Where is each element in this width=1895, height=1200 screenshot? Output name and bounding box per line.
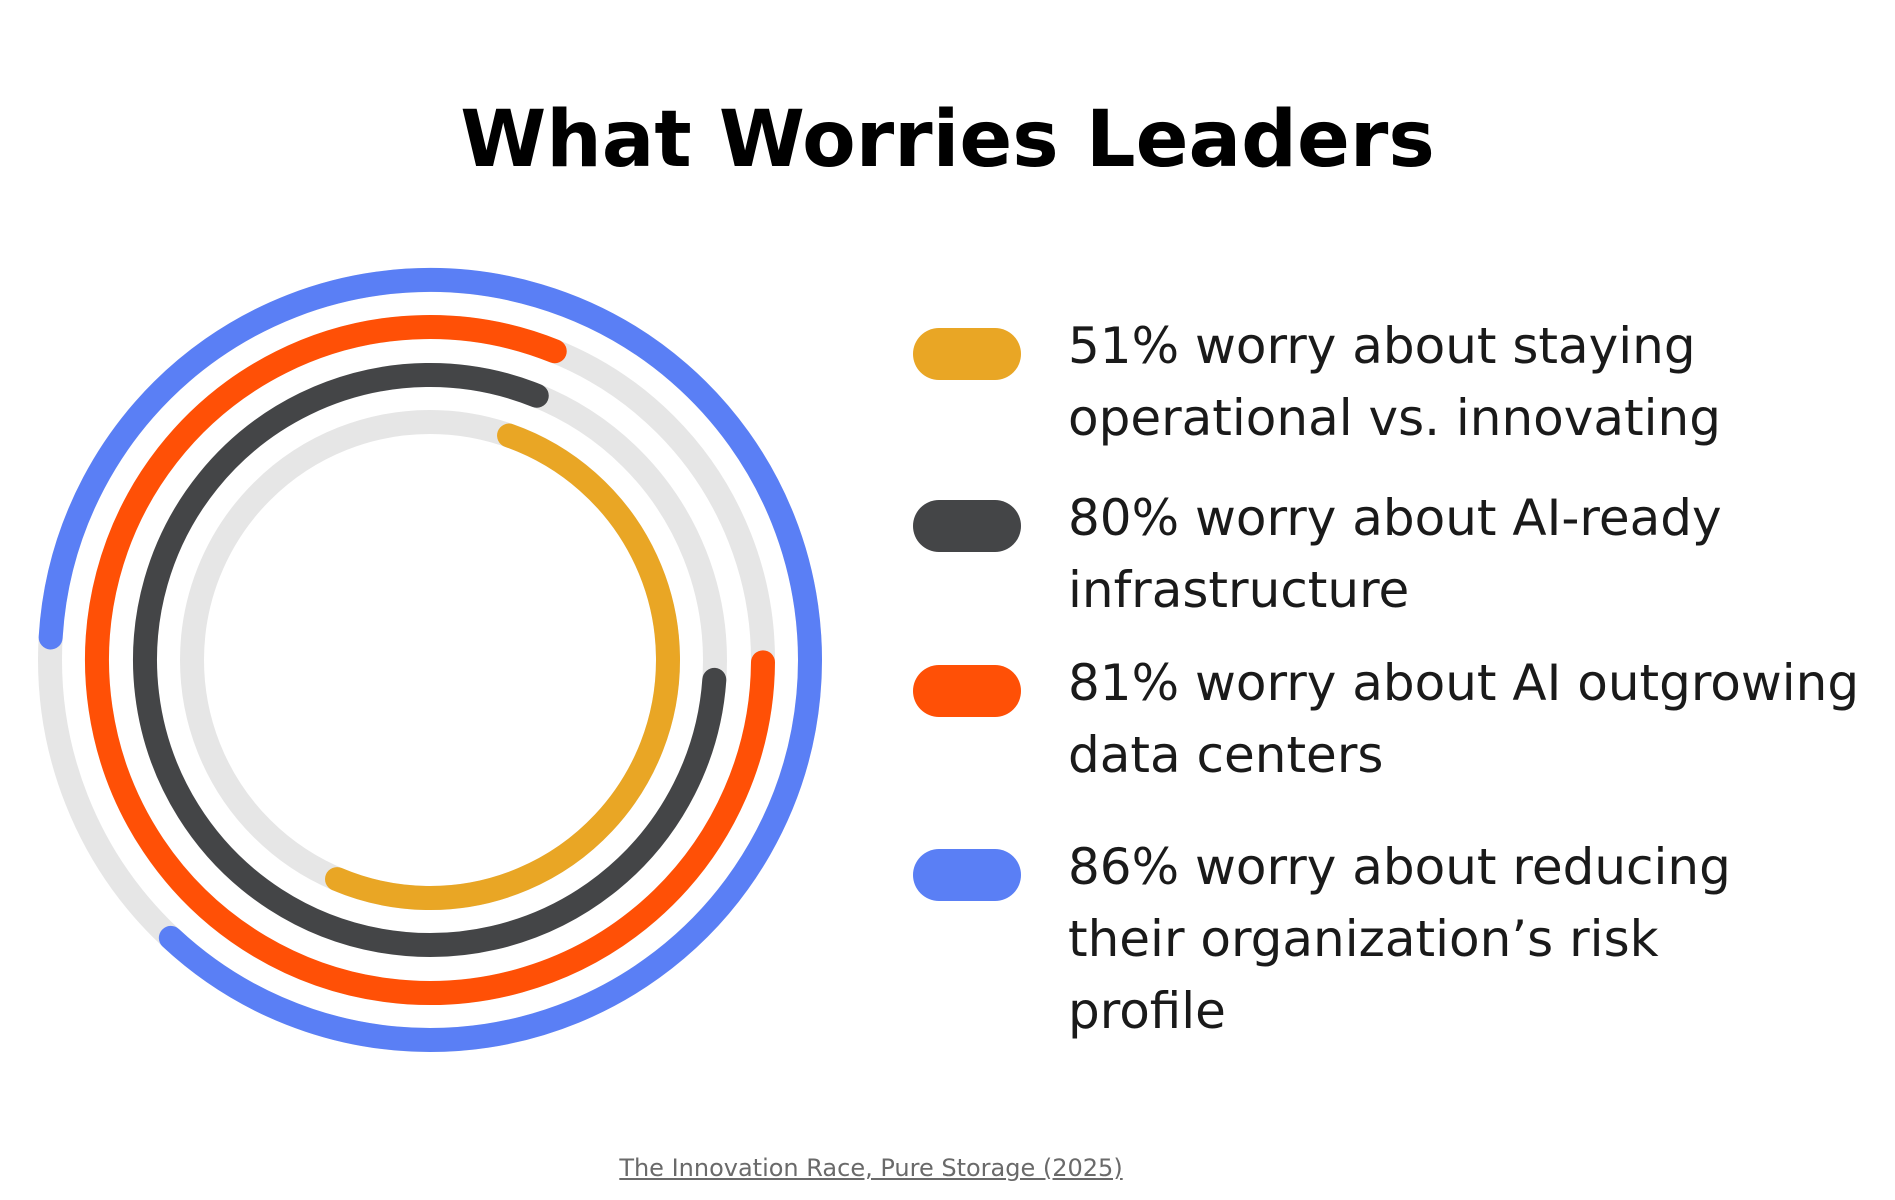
ring-arc-81 (85, 315, 775, 1005)
legend-label-51: 51% worry about staying operational vs. … (1068, 317, 1721, 447)
legend-label-81: 81% worry about AI outgrowing data cente… (1068, 654, 1860, 784)
ring-arc-51 (325, 423, 681, 910)
source-link[interactable]: The Innovation Race, Pure Storage (2025) (619, 1154, 1123, 1182)
legend-label-86: 86% worry about reducing their organizat… (1068, 838, 1731, 1040)
legend-swatch-86 (913, 849, 1021, 901)
chart-title: What Worries Leaders (460, 95, 1435, 185)
ring-arcs (38, 268, 822, 1052)
ring-arc-80 (133, 363, 727, 957)
legend-swatch-80 (913, 500, 1021, 552)
legend-label-80: 80% worry about AI-ready infrastructure (1068, 489, 1722, 619)
ring-arc-86 (38, 268, 822, 1052)
legend-swatch-81 (913, 665, 1021, 717)
legend-swatch-51 (913, 328, 1021, 380)
radial-bar-chart (38, 268, 822, 1052)
